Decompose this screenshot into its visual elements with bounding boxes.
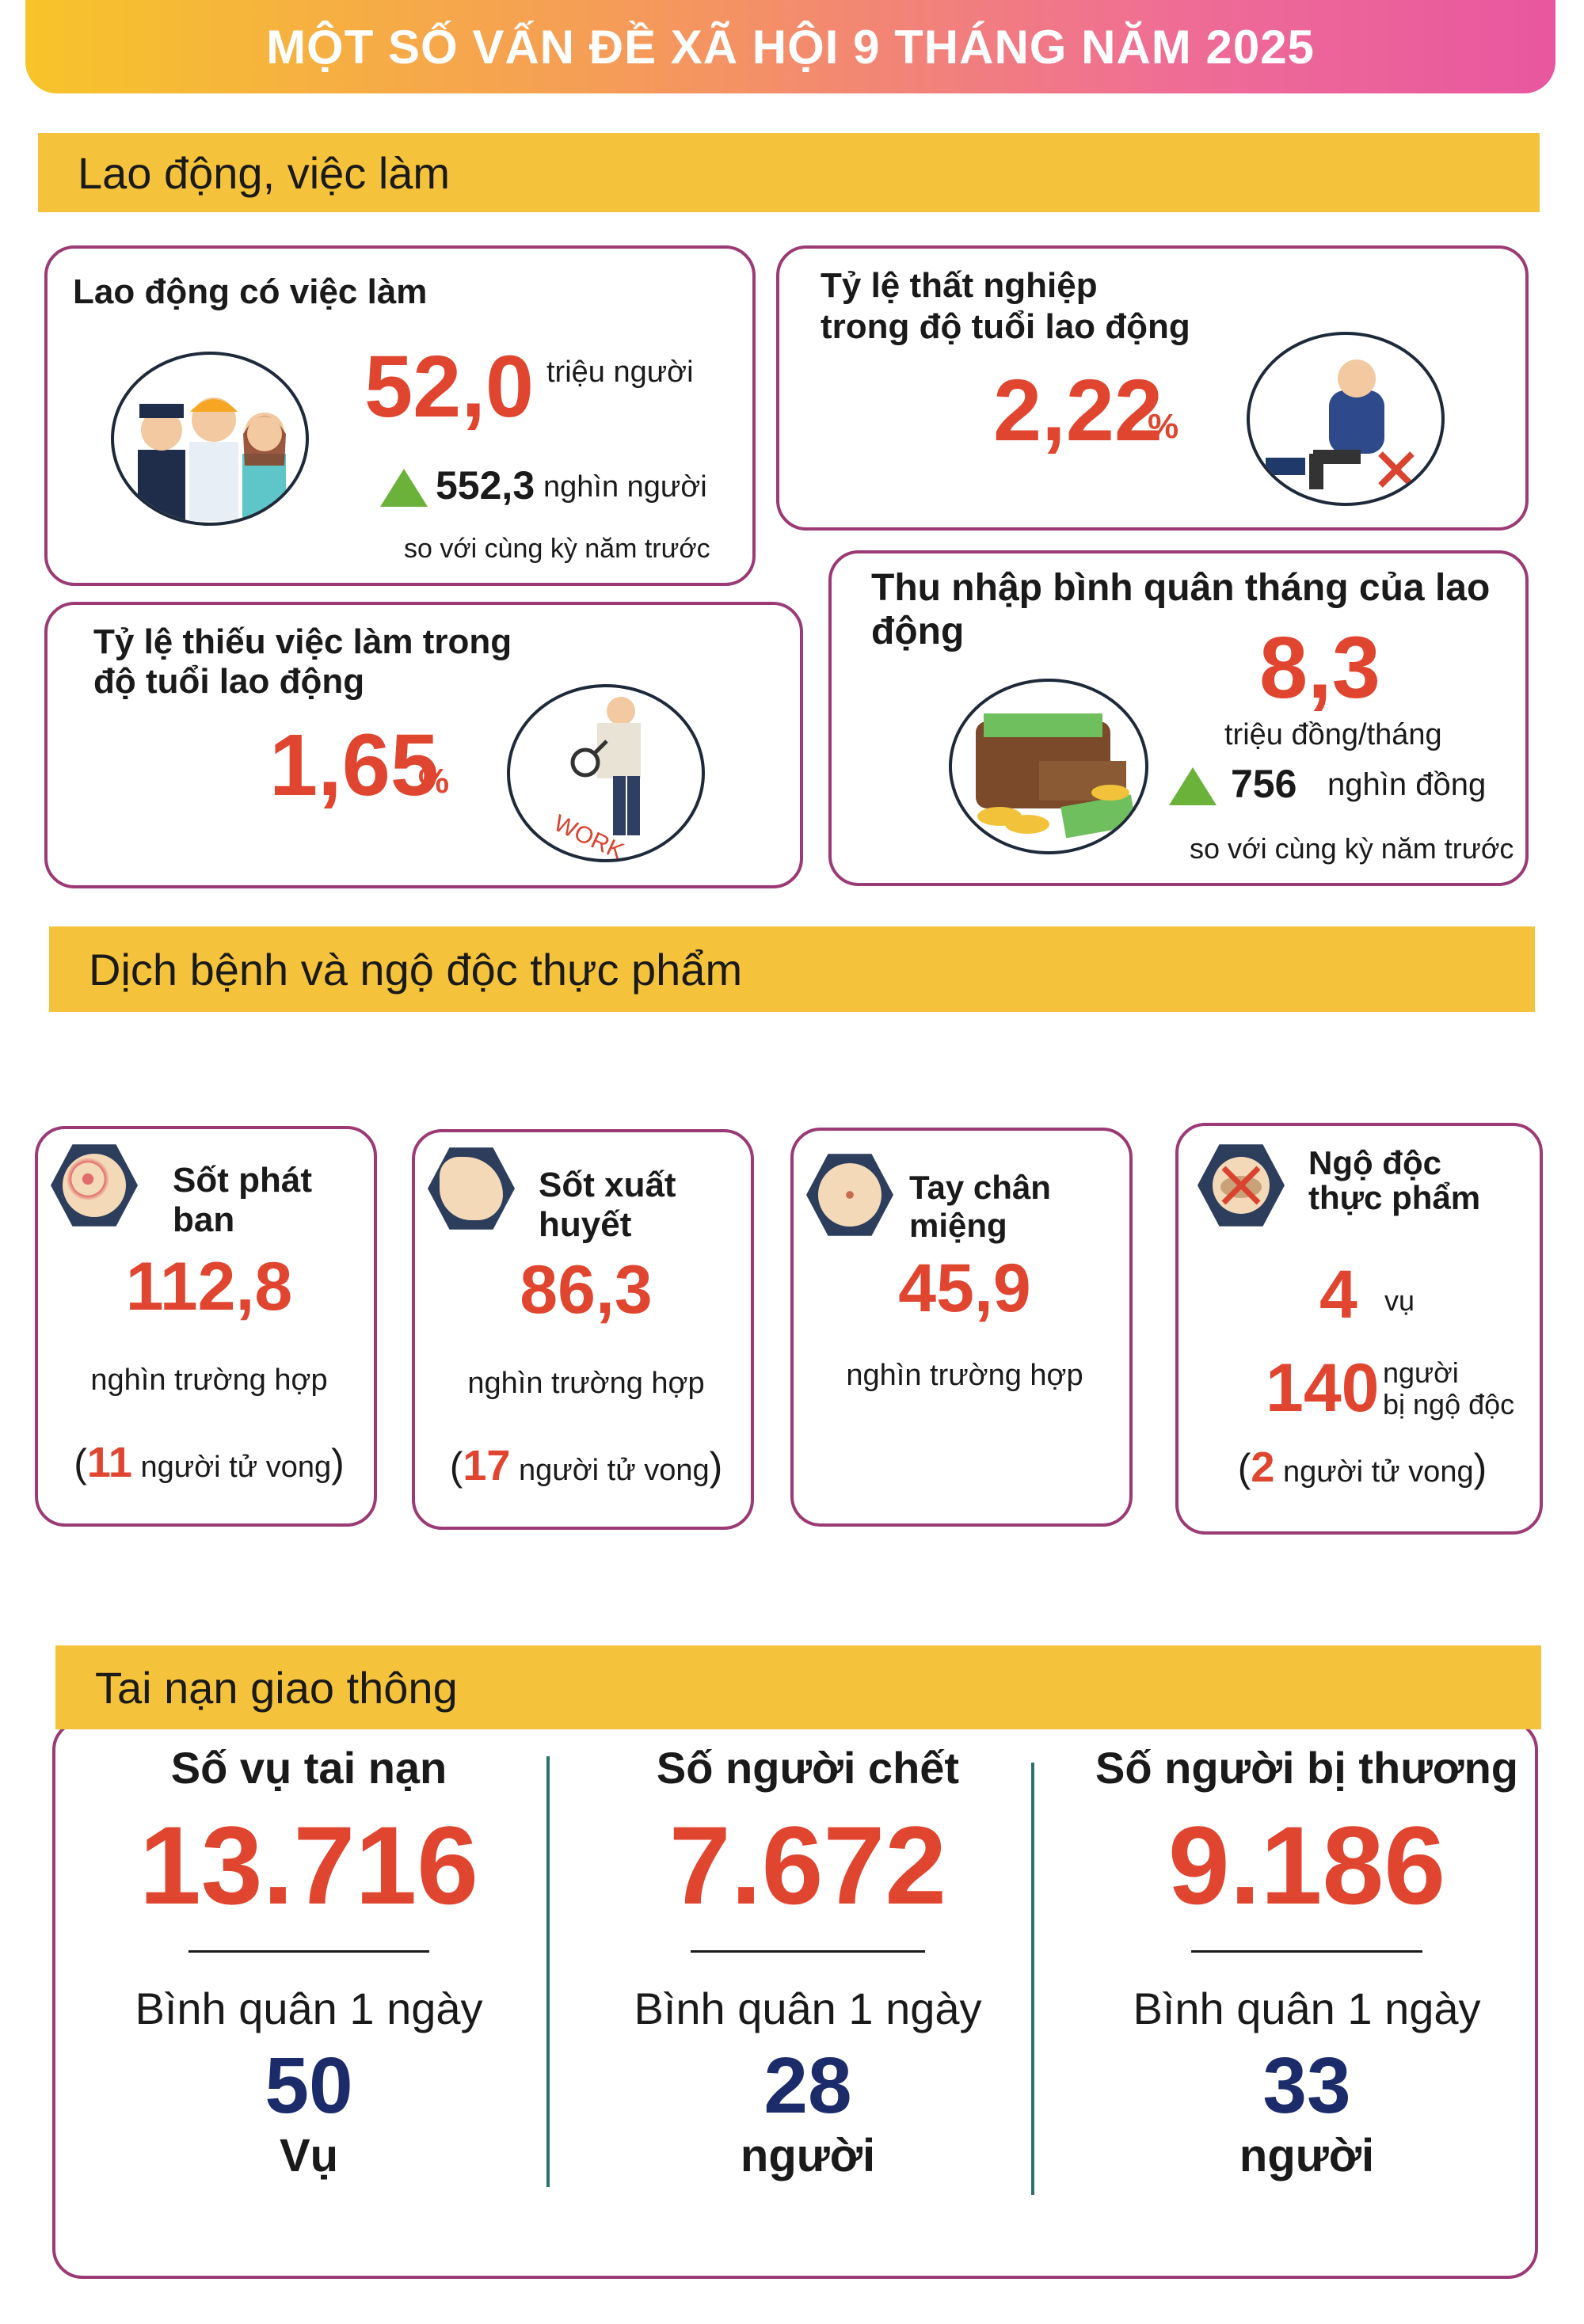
traffic-avg-label: Bình quân 1 ngày (1133, 1984, 1481, 2033)
column-divider (1031, 1763, 1034, 2195)
food-poisoning-icon (1198, 1144, 1285, 1227)
disease-card: Sốt xuất huyết 86,3 nghìn trường hợp (17… (412, 1129, 754, 1530)
value-underline (1191, 1950, 1422, 1953)
income-label: Thu nhập bình quân tháng của lao động (871, 567, 1491, 652)
workers-icon (111, 352, 309, 526)
traffic-avg-unit: người (740, 2130, 876, 2181)
value-underline (691, 1950, 925, 1953)
underemployment-value: 1,65 (269, 717, 440, 814)
food-poisoning-name-2: thực phẩm (1308, 1179, 1481, 1216)
food-poisoning-card: Ngộ độc thực phẩm 4 vụ 140 người bị ngộ … (1175, 1123, 1543, 1535)
traffic-value: 7.672 (668, 1803, 947, 1927)
column-divider (546, 1756, 550, 2187)
up-arrow-icon (380, 469, 428, 507)
employed-unit: triệu người (546, 356, 694, 389)
section-title: Tai nạn giao thông (95, 1662, 458, 1713)
unemployment-label-2: trong độ tuổi lao động (821, 307, 1190, 346)
income-card: Thu nhập bình quân tháng của lao động 8,… (828, 550, 1529, 886)
employed-change-unit: nghìn người (543, 470, 707, 504)
mosquito-icon (428, 1147, 515, 1230)
disease-name: Sốt xuất huyết (539, 1166, 676, 1244)
section-title: Dịch bệnh và ngộ độc thực phẩm (89, 944, 743, 995)
food-poisoning-cases: 4 (1319, 1257, 1357, 1333)
underemployment-label-2: độ tuổi lao động (93, 662, 365, 701)
disease-value: 112,8 (125, 1249, 293, 1325)
food-poisoning-people: 140 (1266, 1350, 1380, 1426)
underemployment-card: Tỷ lệ thiếu việc làm trong độ tuổi lao đ… (44, 602, 803, 888)
section-title: Lao động, việc làm (78, 147, 451, 198)
traffic-avg-label: Bình quân 1 ngày (135, 1984, 483, 2033)
unemployed-man-icon (1247, 332, 1445, 506)
food-poisoning-deaths-line: (2 người tử vong) (1237, 1443, 1487, 1491)
disease-value: 45,9 (898, 1250, 1031, 1326)
disease-unit: nghìn trường hợp (846, 1359, 1083, 1392)
income-change-unit: nghìn đồng (1327, 767, 1487, 802)
underemployment-label-1: Tỷ lệ thiếu việc làm trong (93, 622, 512, 661)
traffic-label: Số vụ tai nạn (170, 1743, 447, 1793)
unemployment-card: Tỷ lệ thất nghiệp trong độ tuổi lao động… (776, 245, 1529, 531)
food-poisoning-deaths: 2 (1251, 1443, 1275, 1491)
traffic-card (52, 1720, 1538, 2279)
underemployment-unit: % (418, 762, 450, 801)
up-arrow-icon (1169, 767, 1217, 805)
disease-name: Tay chân miệng (909, 1169, 1051, 1244)
traffic-value: 13.716 (139, 1803, 479, 1927)
traffic-column-accidents: Số vụ tai nạn 13.716 Bình quân 1 ngày 50… (111, 1742, 507, 2182)
disease-deaths-line: (17 người tử vong) (449, 1442, 723, 1489)
food-poisoning-name-1: Ngộ độc (1308, 1144, 1441, 1181)
traffic-column-deaths: Số người chết 7.672 Bình quân 1 ngày 28 … (610, 1742, 1006, 2182)
disease-value: 86,3 (520, 1252, 653, 1328)
traffic-avg-label: Bình quân 1 ngày (634, 1984, 982, 2033)
traffic-avg-value: 33 (1262, 2041, 1351, 2130)
traffic-label: Số người bị thương (1095, 1743, 1518, 1793)
section-header-traffic: Tai nạn giao thông (55, 1645, 1541, 1729)
hand-foot-mouth-icon (806, 1154, 893, 1236)
disease-card: Tay chân miệng 45,9 nghìn trường hợp (790, 1128, 1133, 1527)
income-compare: so với cùng kỳ năm trước (1190, 832, 1514, 865)
page-title-bar: MỘT SỐ VẤN ĐỀ XÃ HỘI 9 THÁNG NĂM 2025 (25, 0, 1555, 93)
disease-unit: nghìn trường hợp (467, 1367, 705, 1400)
disease-deaths: 11 (86, 1439, 132, 1486)
income-change: 756 (1231, 762, 1297, 806)
page-title: MỘT SỐ VẤN ĐỀ XÃ HỘI 9 THÁNG NĂM 2025 (266, 20, 1315, 74)
food-poisoning-people-unit-1: người (1383, 1356, 1459, 1389)
unemployment-label-1: Tỷ lệ thất nghiệp (821, 266, 1098, 305)
job-search-icon: WORK (507, 684, 705, 862)
employed-change: 552,3 (436, 463, 535, 508)
traffic-avg-value: 50 (265, 2041, 353, 2130)
employed-compare: so với cùng kỳ năm trước (404, 534, 710, 564)
section-header-labor: Lao động, việc làm (38, 133, 1540, 212)
traffic-label: Số người chết (656, 1743, 960, 1793)
employed-value: 52,0 (364, 338, 535, 436)
disease-unit: nghìn trường hợp (90, 1364, 328, 1397)
employed-label: Lao động có việc làm (73, 272, 428, 311)
employed-card: Lao động có việc làm 52,0 triệu người 55… (44, 245, 756, 586)
traffic-value: 9.186 (1167, 1803, 1446, 1927)
rash-icon (51, 1144, 138, 1227)
unemployment-unit: % (1148, 407, 1179, 446)
income-unit: triệu đồng/tháng (1224, 718, 1442, 751)
unemployment-value: 2,22 (993, 362, 1163, 459)
disease-deaths: 17 (463, 1442, 511, 1489)
disease-card: Sốt phát ban 112,8 nghìn trường hợp (11 … (35, 1126, 377, 1527)
wallet-money-icon (949, 679, 1148, 854)
disease-name: Sốt phát ban (173, 1161, 312, 1239)
traffic-avg-unit: người (1239, 2130, 1375, 2181)
food-poisoning-people-unit-2: bị ngộ độc (1383, 1388, 1515, 1421)
income-value: 8,3 (1259, 619, 1380, 717)
traffic-column-injured: Số người bị thương 9.186 Bình quân 1 ngà… (1093, 1742, 1521, 2182)
traffic-avg-unit: Vụ (279, 2130, 339, 2181)
disease-deaths-line: (11 người tử vong) (74, 1439, 345, 1486)
value-underline (188, 1950, 429, 1953)
section-header-disease: Dịch bệnh và ngộ độc thực phẩm (49, 926, 1535, 1012)
traffic-avg-value: 28 (763, 2041, 852, 2130)
food-poisoning-cases-unit: vụ (1384, 1284, 1415, 1317)
